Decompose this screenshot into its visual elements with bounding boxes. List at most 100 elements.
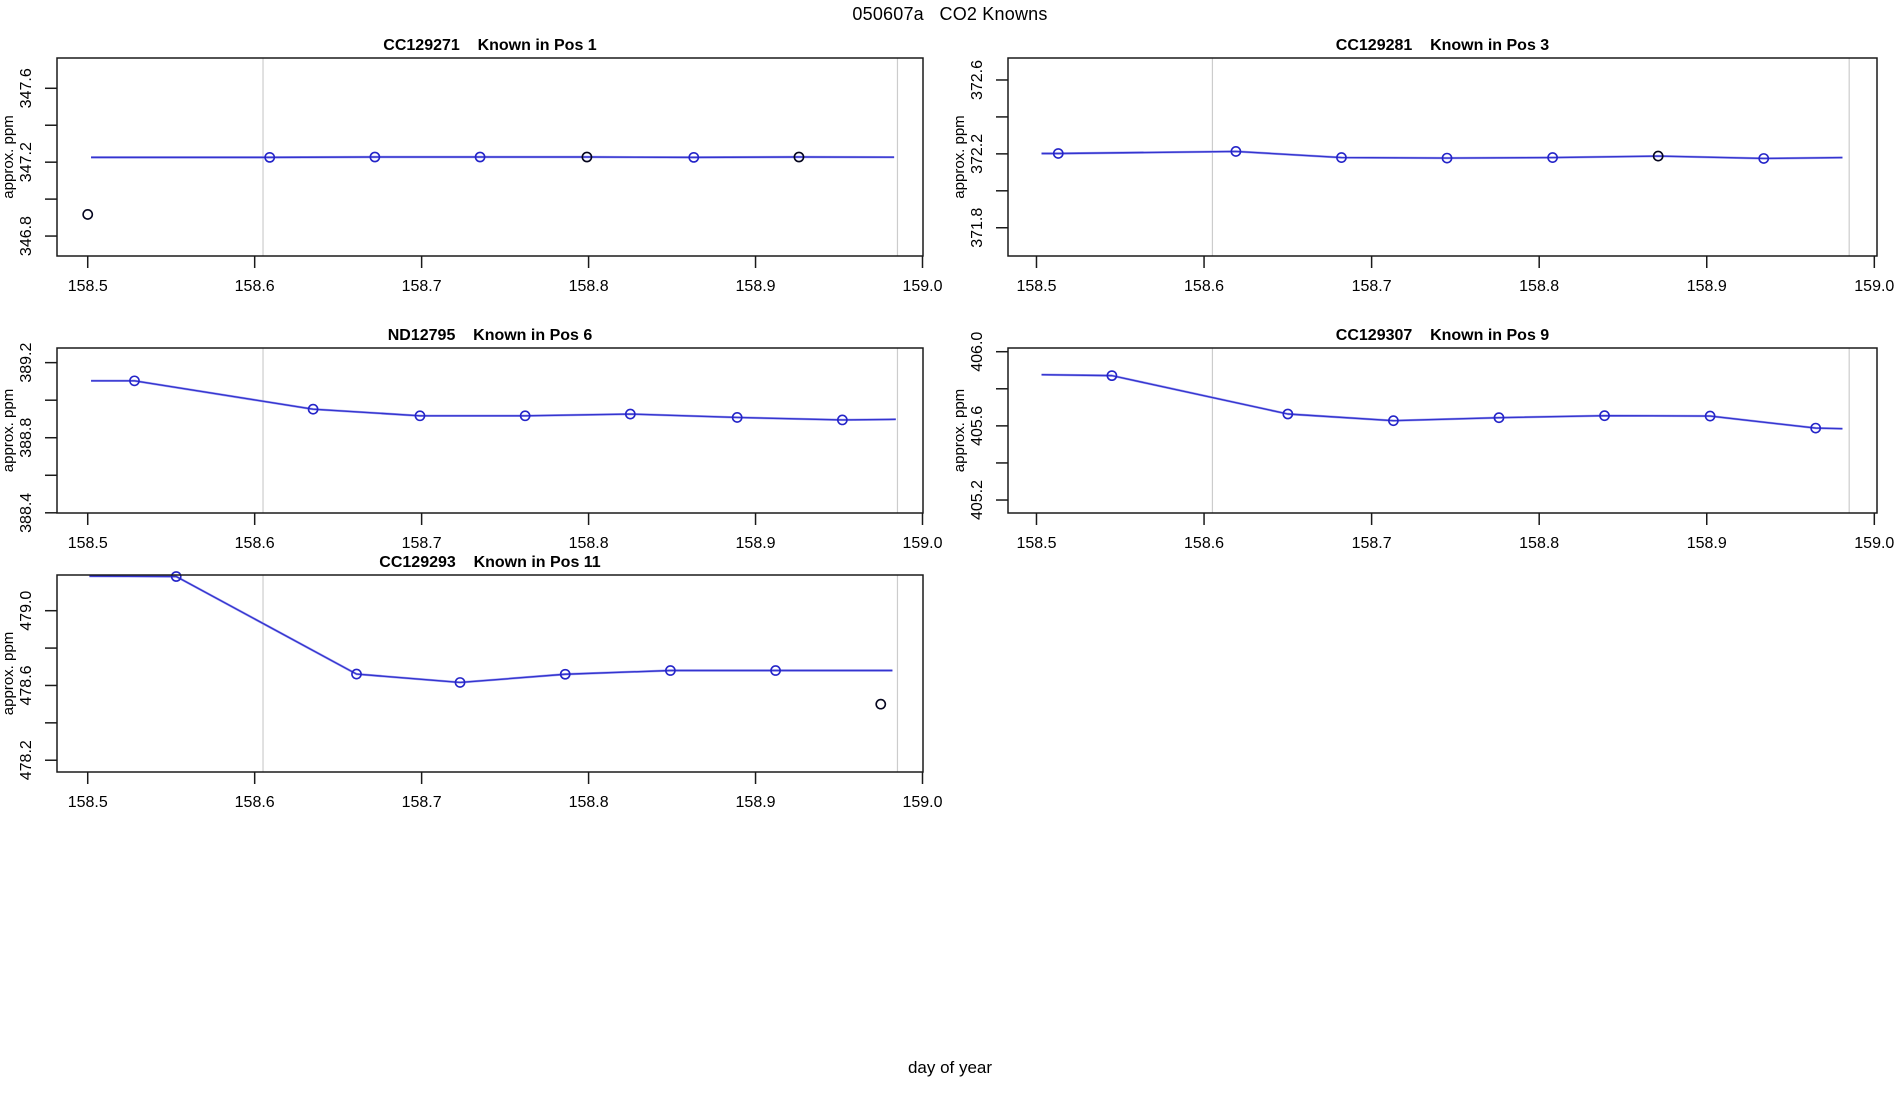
x-axis-tick-label: 158.8	[1519, 535, 1559, 552]
data-point	[307, 403, 319, 415]
y-axis-tick-label: 478.2	[18, 740, 35, 780]
data-point	[1493, 412, 1505, 424]
panel-ND12795: 158.5 158.6 158.7 158.8 158.9 159.0 388.4 388.8…	[0, 327, 943, 552]
panel-title: CC129293 Known in Pos 11	[379, 554, 601, 571]
y-axis-tick-label: 479.0	[18, 591, 35, 631]
data-point	[170, 571, 182, 582]
x-axis-tick-label: 158.5	[68, 535, 108, 552]
x-axis-tick-label: 159.0	[902, 535, 942, 552]
data-line-smooth	[1041, 373, 1843, 430]
panel-title: CC129307 Known in Pos 9	[1336, 327, 1550, 344]
data-point-outlier	[581, 151, 593, 163]
panel-title: CC129281 Known in Pos 3	[1336, 37, 1550, 54]
data-point-outlier	[82, 209, 94, 220]
x-axis-tick-label: 158.9	[736, 278, 776, 295]
x-axis-tick-label: 159.0	[902, 794, 942, 811]
data-point	[1441, 152, 1453, 164]
plot-box	[56, 574, 924, 773]
x-axis-tick-label: 159.0	[1854, 535, 1894, 552]
x-axis-tick-label: 158.6	[1184, 278, 1224, 295]
x-axis-tick-label: 158.7	[402, 278, 442, 295]
data-point	[688, 151, 700, 163]
data-point	[454, 677, 466, 688]
x-axis-tick-label: 158.5	[68, 278, 108, 295]
y-axis-tick-label: 388.8	[18, 418, 35, 458]
y-axis-label: approx. ppm	[0, 632, 17, 715]
data-point	[1599, 410, 1610, 422]
y-axis-tick-label: 389.2	[18, 343, 35, 383]
data-point	[1547, 152, 1558, 163]
y-axis-label: approx. ppm	[0, 389, 17, 472]
data-line-smooth	[91, 379, 896, 422]
panel-title: ND12795 Known in Pos 6	[388, 327, 593, 344]
data-line	[91, 380, 896, 421]
x-axis-tick-label: 158.8	[569, 278, 609, 295]
x-axis-tick-label: 158.6	[235, 278, 275, 295]
data-point	[1388, 415, 1399, 427]
data-point	[264, 151, 276, 163]
data-point	[369, 151, 381, 163]
x-axis-tick-label: 158.7	[1352, 535, 1392, 552]
data-point	[1230, 146, 1242, 157]
data-line	[89, 575, 893, 684]
data-point-outlier	[793, 151, 805, 163]
y-axis-tick-label: 372.6	[969, 60, 986, 100]
data-point	[1106, 370, 1118, 382]
data-point	[1282, 408, 1294, 420]
x-axis-tick-label: 158.8	[569, 535, 609, 552]
panel-CC129293: 158.5 158.6 158.7 158.8 158.9 159.0 478.2 478.6…	[0, 554, 943, 811]
data-point-outlier	[1652, 150, 1664, 162]
x-axis-tick-label: 159.0	[902, 278, 942, 295]
data-point	[1336, 152, 1347, 163]
x-axis-label: day of year	[907, 1058, 993, 1077]
data-point	[474, 151, 486, 163]
y-axis-label: approx. ppm	[0, 115, 17, 198]
data-point	[414, 410, 426, 422]
y-axis-tick-label: 405.6	[969, 406, 986, 446]
x-axis-tick-label: 158.6	[1184, 535, 1224, 552]
data-point	[836, 414, 848, 426]
y-axis-tick-label: 371.8	[969, 208, 986, 248]
x-axis-tick-label: 158.5	[68, 794, 108, 811]
data-point	[129, 375, 140, 387]
x-axis-tick-label: 158.7	[402, 794, 442, 811]
y-axis-tick-label: 388.4	[18, 493, 35, 533]
y-axis-label: approx. ppm	[951, 389, 968, 472]
y-axis-tick-label: 346.8	[18, 216, 35, 256]
data-point	[1052, 148, 1064, 159]
y-axis-tick-label: 405.2	[969, 480, 986, 520]
panel-CC129271: 158.5 158.6 158.7 158.8 158.9 159.0 346.8 347.2…	[0, 37, 943, 295]
x-axis-tick-label: 158.9	[1687, 535, 1727, 552]
data-point	[519, 410, 531, 422]
plot-box	[1007, 347, 1878, 514]
x-axis-tick-label: 158.6	[235, 794, 275, 811]
x-axis-tick-label: 158.5	[1016, 278, 1056, 295]
data-point	[1758, 153, 1770, 164]
y-axis-label: approx. ppm	[951, 115, 968, 198]
x-axis-tick-label: 158.8	[569, 794, 609, 811]
x-axis-tick-label: 158.7	[402, 535, 442, 552]
panel-CC129281: 158.5 158.6 158.7 158.8 158.9 159.0 371.8 372.2…	[951, 37, 1894, 295]
y-axis-tick-label: 372.2	[969, 134, 986, 174]
panel-CC129307: 158.5 158.6 158.7 158.8 158.9 159.0 405.2 405.6…	[951, 327, 1894, 552]
data-line	[1041, 373, 1843, 430]
y-axis-tick-label: 406.0	[969, 332, 986, 372]
x-axis-tick-label: 158.5	[1016, 535, 1056, 552]
plot-box	[56, 347, 924, 514]
main-title: 050607a CO2 Knowns	[852, 4, 1048, 24]
data-line	[1041, 150, 1843, 160]
data-point	[731, 412, 743, 423]
data-point	[770, 665, 781, 676]
x-axis-tick-label: 158.9	[1687, 278, 1727, 295]
x-axis-tick-label: 159.0	[1854, 278, 1894, 295]
y-axis-tick-label: 347.6	[18, 68, 35, 108]
data-point	[624, 408, 636, 420]
panel-title: CC129271 Known in Pos 1	[383, 37, 597, 54]
plot-box	[1007, 57, 1878, 257]
y-axis-tick-label: 347.2	[18, 142, 35, 182]
plot-box	[56, 57, 924, 257]
x-axis-tick-label: 158.8	[1519, 278, 1559, 295]
x-axis-tick-label: 158.9	[736, 794, 776, 811]
